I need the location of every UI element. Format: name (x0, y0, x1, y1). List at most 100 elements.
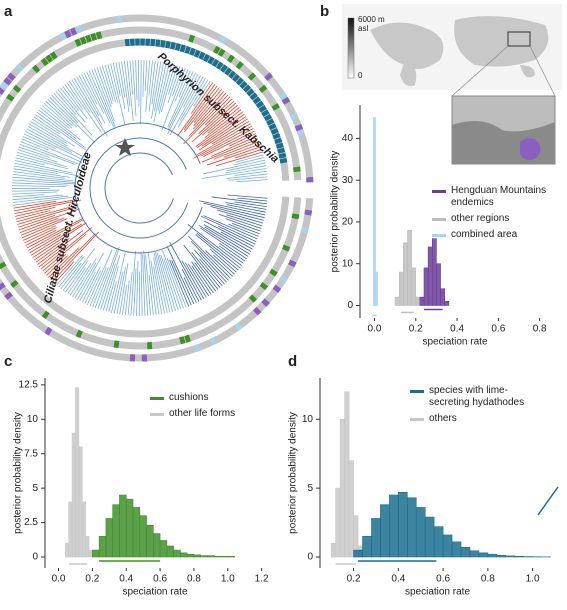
branch (12, 182, 69, 186)
histogram-bar (348, 460, 354, 558)
branch (40, 227, 93, 270)
histogram-bar (427, 246, 433, 306)
branch (44, 253, 67, 274)
x-tick-label: 0.2 (85, 574, 99, 585)
branch (33, 242, 61, 261)
ring-segment (40, 57, 49, 67)
branch (153, 62, 167, 123)
legend-label: other regions (451, 213, 510, 224)
legend-entry: others (410, 413, 565, 425)
ring-segment (228, 70, 237, 79)
branch (23, 225, 57, 241)
y-tick-label: 7.5 (24, 448, 38, 459)
branch (223, 143, 261, 158)
ring-segment (290, 112, 299, 121)
branch (87, 249, 113, 305)
branch (84, 270, 101, 304)
y-tick-label: 12.5 (19, 380, 39, 391)
ring-segment (32, 64, 41, 74)
ring-segment (193, 344, 201, 353)
branch (94, 248, 118, 309)
branch (148, 60, 156, 112)
branch (64, 84, 84, 110)
branch (51, 94, 79, 124)
x-tick-label: 0.4 (119, 574, 133, 585)
branch (46, 255, 68, 276)
branch (142, 254, 146, 316)
branch (225, 202, 267, 210)
histogram-bar (112, 504, 120, 558)
branch (225, 218, 261, 232)
branch (158, 254, 176, 312)
branch (211, 196, 268, 205)
ring-segment (272, 132, 281, 140)
branch (226, 173, 268, 179)
branch (138, 60, 140, 107)
histogram-bar (98, 536, 107, 558)
branch (14, 162, 82, 177)
histogram-bar (496, 555, 507, 558)
ring-segment (274, 137, 283, 145)
ring-segment (294, 123, 304, 132)
branch (115, 62, 126, 110)
y-tick-label: 5 (307, 483, 313, 494)
ring-segment (235, 61, 244, 70)
branch (147, 251, 157, 316)
x-tick-label: 0.6 (491, 324, 505, 335)
branch (13, 196, 76, 206)
legend-entry: species with lime-secreting hydathodes (410, 385, 565, 409)
branch (153, 257, 165, 314)
branch (13, 171, 65, 179)
histogram-bar (478, 552, 489, 558)
histogram-bar (433, 526, 444, 558)
branch (155, 252, 171, 313)
branch (183, 277, 197, 304)
branch (101, 65, 114, 102)
histogram-bar (431, 238, 437, 306)
legend-label: other life forms (169, 408, 236, 419)
branch (172, 67, 184, 97)
branch (158, 63, 173, 115)
ring-segment (279, 275, 288, 284)
branch (193, 125, 253, 159)
branch (15, 206, 56, 217)
branch (193, 92, 227, 130)
branch (217, 209, 264, 224)
branch (89, 267, 107, 306)
branch (12, 194, 45, 198)
legend-swatch (432, 218, 446, 221)
branch (235, 154, 264, 163)
histogram-bar (180, 552, 188, 558)
ring-segment (15, 63, 24, 73)
ring-segment (179, 336, 186, 345)
branch (150, 260, 160, 315)
ring-segment (4, 291, 13, 300)
branch (38, 244, 69, 268)
branch (12, 176, 76, 183)
branch (48, 247, 80, 278)
branch (54, 261, 75, 284)
histogram-bar (469, 550, 480, 558)
branch (202, 104, 238, 136)
branch (130, 250, 136, 316)
branch (135, 60, 138, 100)
ring-segment (213, 45, 221, 55)
branch (15, 157, 46, 166)
branch (74, 262, 97, 299)
branch (204, 226, 250, 255)
branch (17, 206, 77, 225)
ring-segment (209, 337, 218, 346)
ring-segment (224, 67, 232, 76)
legend-swatch (410, 418, 424, 421)
ring-segment (45, 54, 54, 63)
x-tick-label: 0.4 (450, 324, 464, 335)
branch (181, 269, 200, 302)
ring-segment (49, 51, 58, 60)
branch (123, 60, 131, 107)
land (370, 16, 549, 87)
branch (233, 157, 265, 166)
legend-entry: combined area (432, 229, 565, 241)
branch (143, 250, 149, 316)
y-tick-label: 5 (32, 483, 38, 494)
